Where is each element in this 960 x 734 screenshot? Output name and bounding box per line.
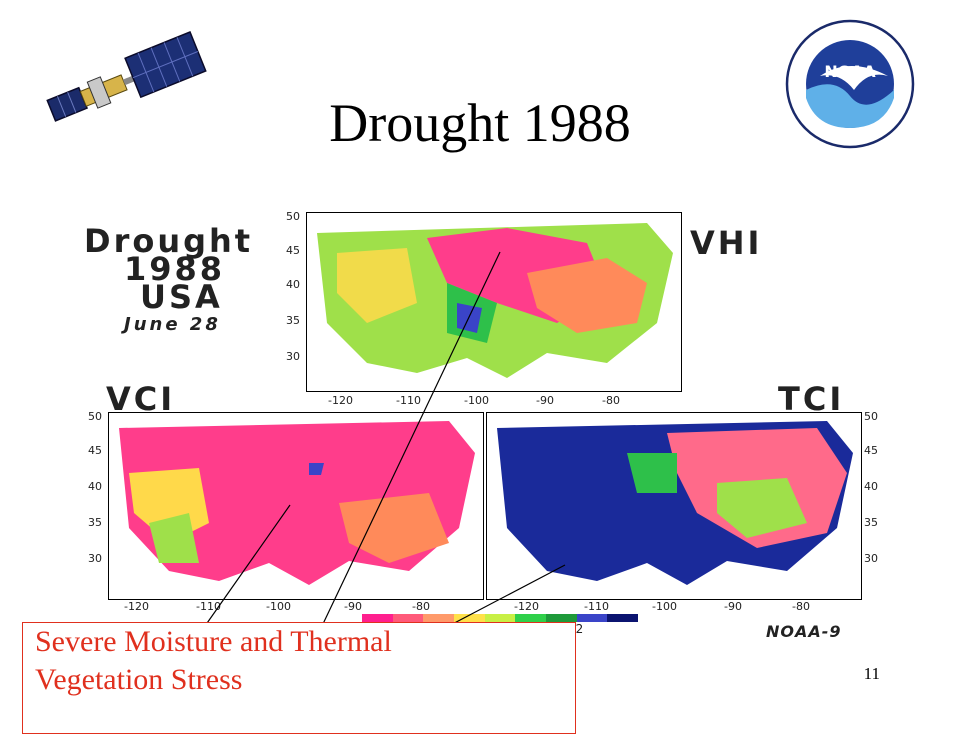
lat-tick: 30 [864,552,878,565]
legend-swatch [515,614,547,622]
vhi-lat-ticks: 50 45 40 35 30 [286,210,304,370]
slide-title: Drought 1988 [329,93,631,153]
lon-tick: -90 [724,600,742,613]
legend-swatch [546,614,577,622]
lat-tick: 40 [88,480,102,493]
lat-tick: 35 [88,516,102,529]
tci-lon-ticks: -120 -110 -100 -90 -80 [486,600,860,614]
lon-tick: -120 [328,394,353,407]
lon-tick: -120 [514,600,539,613]
page-number: 11 [863,664,880,683]
tci-map-canvas [497,421,853,585]
vhi-map [306,212,682,392]
lat-tick: 35 [864,516,878,529]
callout-line-1: Severe Moisture and Thermal [35,625,392,658]
noaa-logo: NOAA [784,18,916,150]
tci-panel-label: TCI [778,380,845,418]
legend-swatch [484,614,516,622]
vhi-lon-ticks: -120 -110 -100 -90 -80 [306,394,680,408]
legend-swatch [576,614,608,622]
headline-drought: Drought [84,222,254,260]
color-legend [362,614,639,622]
vhi-panel-label: VHI [690,224,763,262]
headline-year: 1988 [124,250,226,288]
vci-map-canvas [119,421,475,585]
lon-tick: -110 [396,394,421,407]
headline-country: USA [140,278,223,316]
satellite-label: NOAA-9 [766,622,842,641]
vci-panel-label: VCI [106,380,176,418]
lat-tick: 30 [286,350,300,363]
vci-lon-ticks: -120 -110 -100 -90 -80 [108,600,482,614]
lat-tick: 50 [286,210,300,223]
lat-tick: 45 [88,444,102,457]
tci-map [486,412,862,600]
lat-tick: 30 [88,552,102,565]
legend-swatch [454,614,485,622]
satellite-icon [46,31,207,122]
vci-map [108,412,484,600]
lon-tick: -90 [536,394,554,407]
legend-swatch [423,614,455,622]
tci-lat-ticks: 50 45 40 35 30 [864,410,882,570]
headline-date: June 28 [124,314,221,335]
lon-tick: -100 [266,600,291,613]
lat-tick: 45 [286,244,300,257]
noaa-logo-text: NOAA [824,62,876,81]
legend-swatch [362,614,393,622]
vhi-map-canvas [317,223,673,378]
vci-lat-ticks: 50 45 40 35 30 [88,410,106,570]
callout-line-2: Vegetation Stress [35,663,243,696]
legend-swatch [392,614,424,622]
lon-tick: -80 [412,600,430,613]
legend-swatch [607,614,639,622]
stress-callout: Severe Moisture and Thermal Vegetation S… [22,622,576,734]
lon-tick: -80 [602,394,620,407]
lon-tick: -110 [196,600,221,613]
noaa-emblem-icon [785,19,915,149]
lat-tick: 50 [88,410,102,423]
lon-tick: -100 [464,394,489,407]
lon-tick: -120 [124,600,149,613]
lat-tick: 45 [864,444,878,457]
lon-tick: -90 [344,600,362,613]
lat-tick: 40 [864,480,878,493]
lat-tick: 40 [286,278,300,291]
lat-tick: 50 [864,410,878,423]
lon-tick: -80 [792,600,810,613]
lon-tick: -110 [584,600,609,613]
lon-tick: -100 [652,600,677,613]
lat-tick: 35 [286,314,300,327]
